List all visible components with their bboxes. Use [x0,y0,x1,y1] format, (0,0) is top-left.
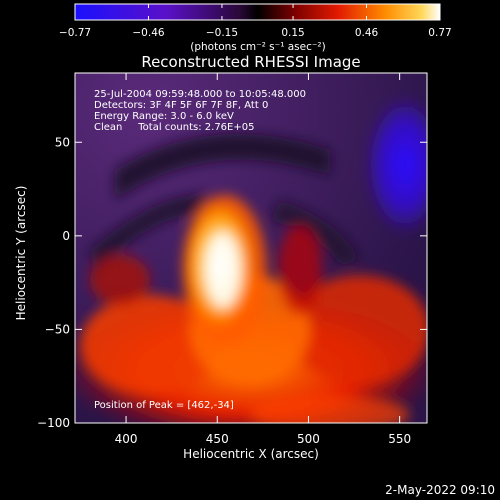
peak-position-label: Position of Peak = [462,-34] [94,400,234,411]
y-tick-label: −50 [45,322,70,336]
solar-image [75,73,427,423]
colorbar-tick-label: −0.15 [206,27,238,39]
colorbar-ticks: −0.77 −0.46 −0.15 0.15 0.46 0.77 [59,4,452,39]
y-tick-label: −100 [37,416,70,430]
y-tick-label: 50 [55,135,70,149]
annotation-detectors: Detectors: 3F 4F 5F 6F 7F 8F, Att 0 [94,100,268,111]
x-tick-label: 450 [206,432,229,446]
footer-timestamp: 2-May-2022 09:10 [385,483,495,497]
colorbar-tick-label: 0.15 [281,27,304,39]
colorbar-tick-label: −0.77 [59,27,91,39]
chart-title: Reconstructed RHESSI Image [141,53,360,71]
annotation-time-range: 25-Jul-2004 09:59:48.000 to 10:05:48.000 [94,89,306,100]
x-tick-label: 550 [388,432,411,446]
x-axis-ticks: 400 450 500 550 [115,73,411,446]
x-tick-label: 400 [115,432,138,446]
colorbar-frame [74,3,441,21]
x-tick-label: 500 [297,432,320,446]
colorbar-tick-label: 0.77 [428,27,451,39]
x-axis-label: Heliocentric X (arcsec) [183,447,319,461]
annotation-energy-range: Energy Range: 3.0 - 6.0 keV [94,111,234,122]
annotation-clean-counts: Clean Total counts: 2.76E+05 [94,122,254,133]
y-axis-label: Heliocentric Y (arcsec) [14,186,28,321]
colorbar-unit-label: (photons cm⁻² s⁻¹ asec⁻²) [190,41,325,53]
y-tick-label: 0 [62,229,70,243]
colorbar [75,4,440,20]
plot-frame [74,72,428,424]
y-axis-ticks: −100 −50 0 50 [37,135,427,430]
colorbar-tick-label: −0.46 [132,27,164,39]
colorbar-tick-label: 0.46 [355,27,379,39]
